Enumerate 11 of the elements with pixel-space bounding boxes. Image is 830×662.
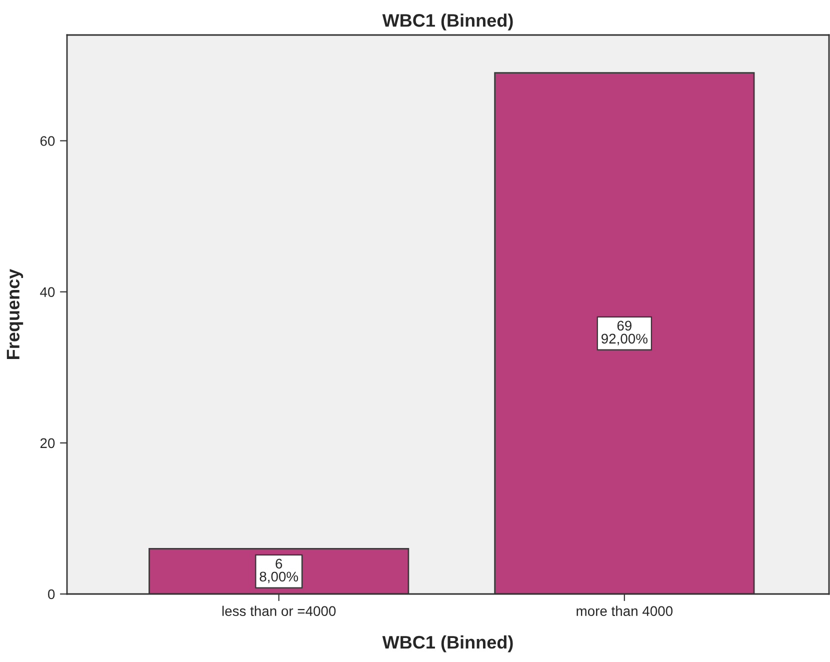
data-label: 6 8,00% (260, 558, 298, 584)
x-tick-label: less than or =4000 (222, 606, 336, 616)
x-tick-label: more than 4000 (576, 606, 673, 616)
data-label: 69 92,00% (602, 320, 648, 346)
y-axis-title: Frequency (6, 268, 24, 359)
y-tick-label: 60 (40, 136, 55, 146)
y-tick-label: 40 (40, 287, 55, 298)
y-tick-label: 0 (48, 589, 55, 600)
y-tick-label: 20 (40, 438, 55, 448)
x-axis-title: WBC1 (Binned) (382, 635, 513, 652)
chart-title: WBC1 (Binned) (382, 14, 513, 30)
